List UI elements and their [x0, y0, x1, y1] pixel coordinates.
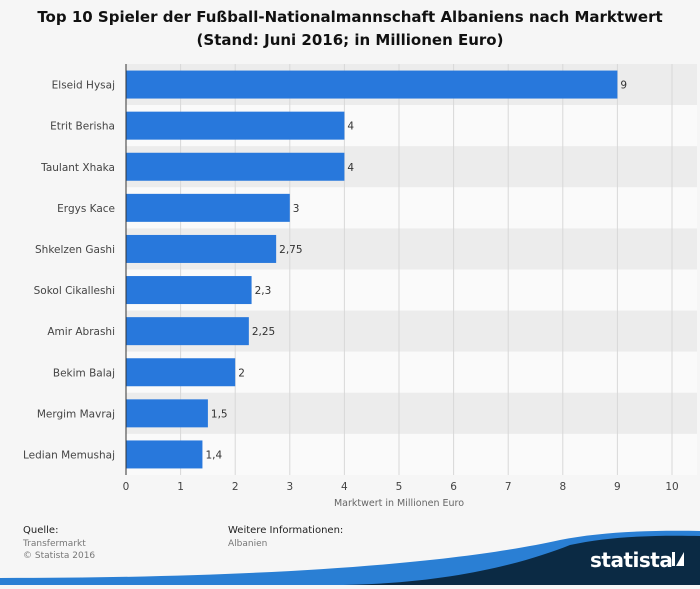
category-label: Ledian Memushaj — [23, 449, 115, 461]
category-label: Shkelzen Gashi — [35, 244, 115, 256]
x-tick-label: 0 — [123, 481, 130, 493]
x-tick-label: 1 — [177, 481, 184, 493]
brand-swoosh-accent — [0, 530, 700, 585]
category-label: Sokol Cikalleshi — [34, 285, 115, 297]
category-label: Ergys Kace — [57, 203, 115, 215]
x-tick-label: 3 — [286, 481, 293, 493]
category-label: Bekim Balaj — [53, 367, 115, 379]
bar-6 — [126, 276, 252, 305]
bar-9 — [126, 399, 208, 428]
x-tick-label: 4 — [341, 481, 348, 493]
value-label: 3 — [293, 203, 300, 215]
brand-swoosh-dark — [330, 535, 700, 585]
category-label: Etrit Berisha — [50, 121, 115, 133]
category-label: Taulant Xhaka — [40, 162, 115, 174]
x-tick-label: 10 — [665, 481, 678, 493]
source-label: Quelle: — [23, 525, 59, 536]
source-line-1: Transfermarkt — [23, 539, 86, 549]
bar-chart: Elseid Hysaj 9 Etrit Berisha 4 Taulant Xhaka… — [22, 64, 697, 509]
bar-5 — [126, 234, 277, 263]
x-tick-label: 9 — [614, 481, 621, 493]
bar-10 — [126, 440, 203, 469]
x-tick-label: 7 — [505, 481, 512, 493]
category-label: Mergim Mavraj — [37, 408, 115, 420]
chart-title-line-2: (Stand: Juni 2016; in Millionen Euro) — [196, 31, 504, 49]
category-label: Elseid Hysaj — [52, 80, 115, 92]
x-tick-label: 6 — [450, 481, 457, 493]
value-label: 9 — [620, 80, 627, 92]
bar-2 — [126, 111, 345, 140]
bar-8 — [126, 358, 236, 387]
info-value: Albanien — [228, 539, 268, 549]
row-band — [126, 433, 697, 475]
source-line-2: © Statista 2016 — [23, 551, 96, 561]
value-label: 2,3 — [255, 285, 272, 297]
bar-1 — [126, 70, 618, 99]
source-text: Transfermarkt © Statista 2016 — [23, 538, 95, 562]
brand-name: statista — [590, 548, 673, 572]
value-label: 2,25 — [252, 326, 275, 338]
statista-logo-icon — [672, 552, 684, 566]
x-tick-label: 8 — [559, 481, 566, 493]
bar-4 — [126, 193, 290, 222]
value-label: 4 — [347, 162, 354, 174]
bar-7 — [126, 317, 249, 346]
x-tick-label: 5 — [396, 481, 403, 493]
info-label: Weitere Informationen: — [228, 525, 344, 536]
value-label: 2,75 — [279, 244, 302, 256]
bar-3 — [126, 152, 345, 181]
value-label: 4 — [347, 121, 354, 133]
value-label: 1,4 — [205, 449, 222, 461]
value-label: 1,5 — [211, 408, 228, 420]
row-band — [126, 392, 697, 434]
x-axis-label: Marktwert in Millionen Euro — [334, 498, 464, 509]
value-label: 2 — [238, 367, 245, 379]
chart-title: Top 10 Spieler der Fußball-Nationalmanns… — [0, 6, 700, 52]
category-label: Amir Abrashi — [47, 326, 115, 338]
chart-title-line-1: Top 10 Spieler der Fußball-Nationalmanns… — [37, 8, 663, 26]
x-tick-label: 2 — [232, 481, 239, 493]
